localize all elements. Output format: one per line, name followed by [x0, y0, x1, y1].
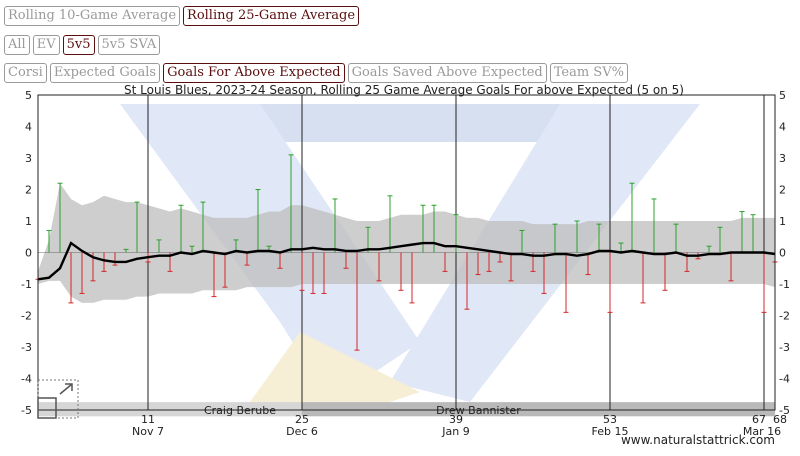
y-tick-left-8: -3	[21, 341, 32, 354]
rolling-chart: St Louis Blues, 2023-24 Season, Rolling …	[21, 83, 790, 447]
x-tick-game-3: 53	[603, 413, 617, 426]
y-tick-right-9: -4	[779, 373, 790, 386]
y-tick-left-2: 3	[25, 152, 32, 165]
y-tick-right-0: 5	[779, 89, 786, 102]
y-tick-left-0: 5	[25, 89, 32, 102]
strength-5v5-button[interactable]: 5v5	[62, 35, 95, 55]
y-tick-left-10: -5	[21, 404, 32, 417]
x-tick-date-0: Nov 7	[132, 425, 164, 438]
metric-gsax-button[interactable]: Goals Saved Above Expected	[347, 63, 547, 83]
coach-band-0	[38, 402, 302, 417]
metric-gfax-button[interactable]: Goals For Above Expected	[163, 63, 345, 83]
y-tick-left-9: -4	[21, 373, 32, 386]
y-tick-right-8: -3	[779, 341, 790, 354]
x-tick-game-4: 67	[752, 413, 766, 426]
rolling-25-button[interactable]: Rolling 25-Game Average	[183, 6, 360, 26]
y-tick-left-4: 1	[25, 215, 32, 228]
x-tick-game-1: 25	[295, 413, 309, 426]
y-tick-left-3: 2	[25, 184, 32, 197]
y-tick-right-2: 3	[779, 152, 786, 165]
metric-xg-button[interactable]: Expected Goals	[49, 63, 161, 83]
strength-5v5-sva-button[interactable]: 5v5 SVA	[97, 35, 161, 55]
x-tick-date-2: Jan 9	[441, 425, 469, 438]
metric-team-svpct-button[interactable]: Team SV%	[549, 63, 628, 83]
metric-corsi-button[interactable]: Corsi	[4, 63, 47, 83]
x-tick-game-2: 39	[449, 413, 463, 426]
strength-toggle: All EV 5v5 5v5 SVA	[4, 35, 161, 55]
strength-ev-button[interactable]: EV	[32, 35, 60, 55]
confidence-band	[38, 183, 775, 303]
coach-band-1	[302, 402, 775, 417]
average-window-toggle: Rolling 10-Game Average Rolling 25-Game …	[4, 6, 360, 26]
x-tick-game-5: 68	[773, 413, 787, 426]
y-tick-right-10: -5	[779, 404, 790, 417]
x-tick-date-5: Mar 16	[743, 425, 781, 438]
y-tick-left-6: -1	[21, 278, 32, 291]
rolling-average-line	[37, 241, 776, 281]
plot-frame	[37, 94, 776, 411]
rolling-10-button[interactable]: Rolling 10-Game Average	[4, 6, 181, 26]
x-tick-date-3: Feb 15	[592, 425, 629, 438]
y-tick-left-5: 0	[25, 247, 32, 260]
y-tick-right-6: -1	[779, 278, 790, 291]
y-tick-left-1: 4	[25, 121, 32, 134]
y-tick-right-4: 1	[779, 215, 786, 228]
y-tick-right-1: 4	[779, 121, 786, 134]
chart-title: St Louis Blues, 2023-24 Season, Rolling …	[124, 83, 684, 97]
metric-toggle: Corsi Expected Goals Goals For Above Exp…	[4, 63, 628, 83]
x-tick-date-1: Dec 6	[286, 425, 318, 438]
strength-all-button[interactable]: All	[4, 35, 30, 55]
credit-text: www.naturalstattrick.com	[621, 433, 775, 447]
y-tick-left-7: -2	[21, 310, 32, 323]
resize-icon[interactable]	[37, 379, 79, 419]
y-tick-right-5: 0	[779, 247, 786, 260]
y-tick-right-3: 2	[779, 184, 786, 197]
y-tick-right-7: -2	[779, 310, 790, 323]
x-tick-game-0: 11	[141, 413, 155, 426]
